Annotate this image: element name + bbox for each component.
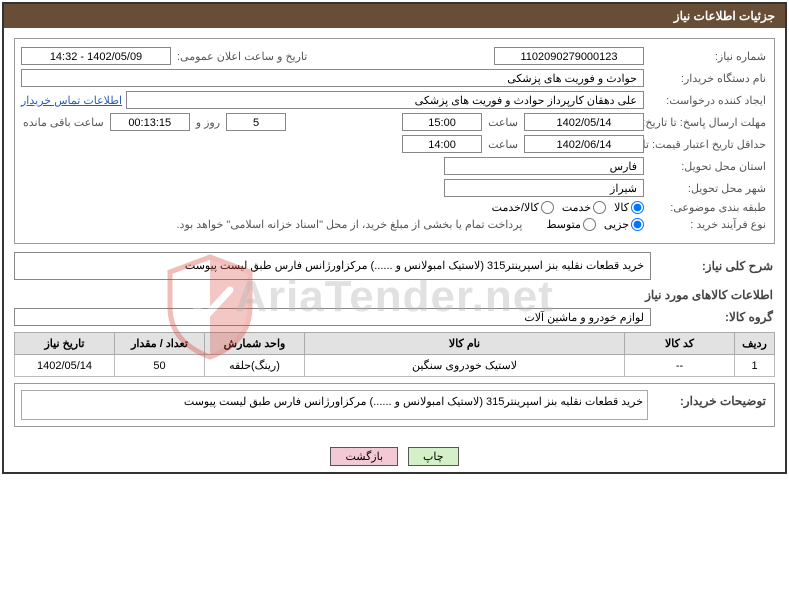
category-radio-group: کالا خدمت کالا/خدمت [492, 201, 644, 214]
back-button[interactable]: بازگشت [330, 447, 398, 466]
footer-buttons: چاپ بازگشت [4, 439, 785, 472]
row-process: نوع فرآیند خرید : جزیی متوسط پرداخت تمام… [21, 218, 768, 231]
table-row: 1 -- لاستیک خودروی سنگین (رینگ)حلقه 50 1… [15, 355, 775, 377]
label-remaining: ساعت باقی مانده [21, 116, 106, 129]
label-general-desc: شرح کلی نیاز: [655, 255, 775, 277]
table-header-row: ردیف کد کالا نام کالا واحد شمارش تعداد /… [15, 333, 775, 355]
th-code: کد کالا [625, 333, 735, 355]
row-city: شهر محل تحویل: شیراز [21, 179, 768, 197]
label-category: طبقه بندی موضوعی: [648, 201, 768, 214]
main-frame: جزئیات اطلاعات نیاز شماره نیاز: 11020902… [2, 2, 787, 474]
items-info-title: اطلاعات کالاهای مورد نیاز [14, 284, 775, 306]
radio-both[interactable] [541, 201, 554, 214]
field-countdown: 00:13:15 [110, 113, 190, 131]
row-requester: ایجاد کننده درخواست: علی دهقان کارپرداز … [21, 91, 768, 109]
field-validity-hour: 14:00 [402, 135, 482, 153]
label-requester: ایجاد کننده درخواست: [648, 94, 768, 107]
process-radio-group: جزیی متوسط [546, 218, 644, 231]
label-buyer-org: نام دستگاه خریدار: [648, 72, 768, 85]
field-buyer-org: حوادث و فوریت های پزشکی [21, 69, 644, 87]
label-group: گروه کالا: [655, 306, 775, 328]
panel-title: جزئیات اطلاعات نیاز [674, 9, 775, 23]
label-process: نوع فرآیند خرید : [648, 218, 768, 231]
th-date: تاریخ نیاز [15, 333, 115, 355]
link-buyer-contact[interactable]: اطلاعات تماس خریدار [21, 94, 122, 107]
radio-partial-label[interactable]: جزیی [604, 218, 644, 231]
payment-note: پرداخت تمام یا بخشی از مبلغ خرید، از محل… [177, 218, 523, 231]
field-deadline-date: 1402/05/14 [524, 113, 644, 131]
th-qty: تعداد / مقدار [115, 333, 205, 355]
print-button[interactable]: چاپ [408, 447, 459, 466]
label-buyer-desc: توضیحات خریدار: [658, 390, 768, 412]
panel-header: جزئیات اطلاعات نیاز [4, 4, 785, 28]
field-need-number: 1102090279000123 [494, 47, 644, 65]
label-validity: حداقل تاریخ اعتبار قیمت: تا تاریخ: [648, 138, 768, 151]
radio-service[interactable] [593, 201, 606, 214]
label-days-and: روز و [194, 116, 222, 129]
radio-partial[interactable] [631, 218, 644, 231]
details-panel: شماره نیاز: 1102090279000123 تاریخ و ساع… [14, 38, 775, 244]
td-code: -- [625, 355, 735, 377]
field-requester: علی دهقان کارپرداز حوادث و فوریت های پزش… [126, 91, 644, 109]
row-validity: حداقل تاریخ اعتبار قیمت: تا تاریخ: 1402/… [21, 135, 768, 153]
field-deadline-hour: 15:00 [402, 113, 482, 131]
label-deadline: مهلت ارسال پاسخ: تا تاریخ: [648, 116, 768, 129]
field-province: فارس [444, 157, 644, 175]
row-category: طبقه بندی موضوعی: کالا خدمت کالا/خدمت [21, 201, 768, 214]
items-table: ردیف کد کالا نام کالا واحد شمارش تعداد /… [14, 332, 775, 377]
td-unit: (رینگ)حلقه [205, 355, 305, 377]
radio-medium-label[interactable]: متوسط [546, 218, 596, 231]
th-row: ردیف [735, 333, 775, 355]
label-hour2: ساعت [486, 138, 520, 151]
radio-goods[interactable] [631, 201, 644, 214]
label-province: استان محل تحویل: [648, 160, 768, 173]
td-date: 1402/05/14 [15, 355, 115, 377]
td-row: 1 [735, 355, 775, 377]
label-need-number: شماره نیاز: [648, 50, 768, 63]
row-group: گروه کالا: لوازم خودرو و ماشین آلات [14, 306, 775, 328]
field-days-remaining: 5 [226, 113, 286, 131]
label-city: شهر محل تحویل: [648, 182, 768, 195]
row-buyer-org: نام دستگاه خریدار: حوادث و فوریت های پزش… [21, 69, 768, 87]
th-unit: واحد شمارش [205, 333, 305, 355]
field-general-desc: خرید قطعات نقلیه بنز اسپرینتر315 (لاستیک… [14, 252, 651, 280]
radio-medium[interactable] [583, 218, 596, 231]
label-announce: تاریخ و ساعت اعلان عمومی: [175, 50, 309, 63]
td-name: لاستیک خودروی سنگین [305, 355, 625, 377]
radio-service-label[interactable]: خدمت [562, 201, 606, 214]
row-general-desc: شرح کلی نیاز: خرید قطعات نقلیه بنز اسپری… [14, 252, 775, 280]
field-announce: 1402/05/09 - 14:32 [21, 47, 171, 65]
radio-goods-label[interactable]: کالا [614, 201, 644, 214]
row-need-number: شماره نیاز: 1102090279000123 تاریخ و ساع… [21, 47, 768, 65]
row-province: استان محل تحویل: فارس [21, 157, 768, 175]
field-group: لوازم خودرو و ماشین آلات [14, 308, 651, 326]
buyer-desc-content: خرید قطعات نقلیه بنز اسپرینتر315 (لاستیک… [21, 390, 648, 420]
buyer-desc-box: توضیحات خریدار: خرید قطعات نقلیه بنز اسپ… [14, 383, 775, 427]
row-deadline: مهلت ارسال پاسخ: تا تاریخ: 1402/05/14 سا… [21, 113, 768, 131]
radio-both-label[interactable]: کالا/خدمت [492, 201, 554, 214]
field-validity-date: 1402/06/14 [524, 135, 644, 153]
td-qty: 50 [115, 355, 205, 377]
field-city: شیراز [444, 179, 644, 197]
th-name: نام کالا [305, 333, 625, 355]
content-area: شماره نیاز: 1102090279000123 تاریخ و ساع… [4, 28, 785, 439]
label-hour1: ساعت [486, 116, 520, 129]
